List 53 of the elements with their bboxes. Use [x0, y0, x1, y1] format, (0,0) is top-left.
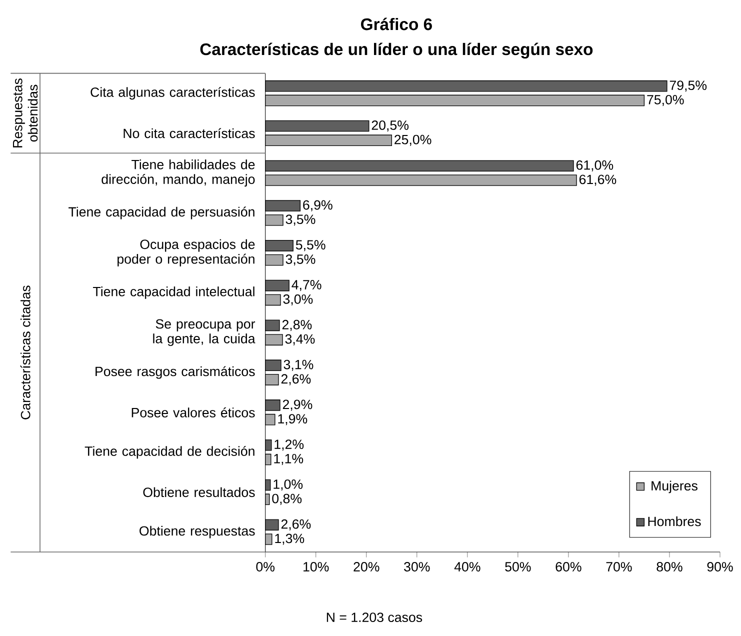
x-tick-label: 10% — [304, 562, 329, 572]
y-tick-label: Posee valores éticos — [132, 407, 255, 418]
data-label: 4,7% — [292, 280, 322, 292]
text: Respuestas obtenidas — [13, 78, 38, 148]
x-tick-label: 50% — [505, 562, 531, 572]
data-label: 2,8% — [282, 320, 312, 331]
data-label: 20,5% — [372, 120, 409, 132]
data-label: 1,2% — [274, 440, 304, 451]
data-label: 1,1% — [274, 454, 304, 465]
x-tick-label: 80% — [656, 562, 682, 572]
data-label: 5,5% — [296, 240, 326, 252]
x-tick-label: 70% — [606, 562, 632, 572]
data-label: 3,0% — [283, 294, 313, 306]
x-tick-label: 30% — [404, 562, 430, 572]
data-label: 3,5% — [286, 214, 316, 226]
legend-label: Mujeres — [652, 480, 698, 494]
y-tick-label: Cita algunas características — [90, 86, 255, 100]
text: N = 1.203 casos — [326, 612, 422, 622]
legend-label: Hombres — [648, 516, 701, 526]
y-tick-label: Obtiene respuestas — [140, 526, 255, 538]
y-tick-label: Tiene capacidad de decisión — [84, 446, 254, 459]
y-tick-label: Ocupa espacios de poder o representación — [118, 239, 255, 266]
x-tick-label: 90% — [707, 562, 733, 572]
data-label: 61,0% — [576, 160, 614, 172]
x-tick-label: 0% — [256, 562, 275, 572]
data-label: 3,4% — [285, 334, 315, 346]
data-label: 3,1% — [284, 360, 314, 371]
x-tick-label: 20% — [354, 562, 380, 572]
data-label: 1,3% — [275, 534, 304, 545]
data-label: 6,9% — [303, 200, 332, 212]
data-label: 79,5% — [670, 80, 707, 92]
y-tick-label: Se preocupa por la gente, la cuida — [153, 319, 256, 346]
data-label: 75,0% — [647, 94, 684, 106]
data-label: 25,0% — [394, 134, 432, 146]
x-tick-label: 40% — [454, 562, 480, 572]
data-label: 0,8% — [272, 494, 302, 505]
chart-subtitle: Características de un líder o una líder según sexo — [200, 42, 593, 59]
y-tick-label: No cita características — [124, 128, 255, 138]
y-tick-label: Obtiene resultados — [143, 487, 255, 498]
x-tick-label: 60% — [556, 562, 582, 572]
chart-title: Gráfico 6 — [361, 18, 432, 30]
data-label: 1,0% — [274, 479, 303, 491]
text: Características citadas — [20, 286, 30, 420]
data-label: 2,9% — [282, 400, 312, 411]
data-label: 2,6% — [281, 519, 311, 530]
data-label: 1,9% — [278, 414, 308, 426]
data-label: 61,6% — [579, 174, 616, 186]
data-label: 3,5% — [286, 254, 316, 266]
data-label: 2,6% — [281, 374, 311, 386]
y-tick-label: Tiene capacidad intelectual — [93, 286, 254, 299]
y-tick-label: Posee rasgos carismáticos — [96, 366, 255, 379]
y-tick-label: Tiene habilidades de dirección, mando, manejo — [102, 160, 255, 187]
y-tick-label: Tiene capacidad de persuasión — [68, 206, 254, 220]
